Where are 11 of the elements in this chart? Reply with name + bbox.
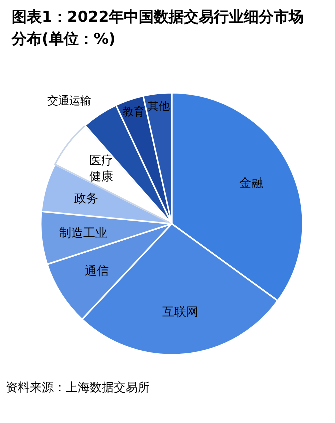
chart-title: 图表1：2022年中国数据交易行业细分市场分布(单位：%) bbox=[11, 8, 304, 48]
slice-label: 医疗健康 bbox=[90, 154, 114, 184]
slice-label: 金融 bbox=[239, 176, 264, 190]
slice-label: 政务 bbox=[74, 191, 98, 206]
slice-label: 交通运输 bbox=[47, 94, 92, 108]
slice-label: 其他 bbox=[148, 100, 170, 113]
text: 资料来源：上海数据交易所 bbox=[6, 380, 150, 394]
slice-label: 制造工业 bbox=[59, 226, 108, 240]
slice-label: 教育 bbox=[122, 105, 145, 118]
slice-label: 互联网 bbox=[162, 304, 198, 319]
slice-label: 通信 bbox=[84, 264, 109, 278]
